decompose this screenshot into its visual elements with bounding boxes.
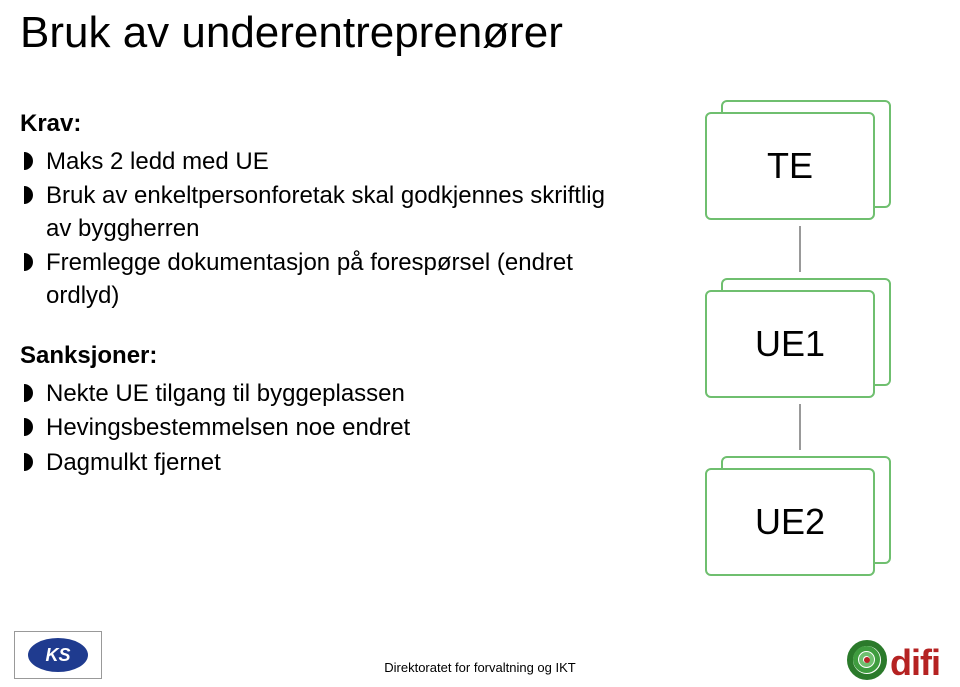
slide: Bruk av underentreprenører Krav: Maks 2 … bbox=[0, 0, 960, 687]
difi-text: difi bbox=[890, 645, 940, 681]
krav-label: Krav: bbox=[20, 110, 620, 138]
diagram-node-ue2: UE2 bbox=[705, 456, 895, 576]
diagram-node-te: TE bbox=[705, 100, 895, 220]
connector bbox=[799, 226, 801, 272]
krav-list: Maks 2 ledd med UE Bruk av enkeltpersonf… bbox=[20, 146, 620, 312]
list-item: Dagmulkt fjernet bbox=[20, 447, 620, 479]
list-item: Hevingsbestemmelsen noe endret bbox=[20, 412, 620, 444]
list-item: Nekte UE tilgang til byggeplassen bbox=[20, 378, 620, 410]
list-item: Fremlegge dokumentasjon på forespørsel (… bbox=[20, 247, 620, 312]
node-front: TE bbox=[705, 112, 875, 220]
node-label: UE1 bbox=[755, 323, 825, 365]
node-label: TE bbox=[767, 145, 813, 187]
node-front: UE2 bbox=[705, 468, 875, 576]
list-item: Bruk av enkeltpersonforetak skal godkjen… bbox=[20, 180, 620, 245]
hierarchy-diagram: TE UE1 UE2 bbox=[700, 100, 900, 570]
footer: KS Direktoratet for forvaltning og IKT d… bbox=[0, 629, 960, 687]
node-label: UE2 bbox=[755, 501, 825, 543]
sanksjoner-label: Sanksjoner: bbox=[20, 342, 620, 370]
node-front: UE1 bbox=[705, 290, 875, 398]
connector bbox=[799, 404, 801, 450]
slide-title: Bruk av underentreprenører bbox=[20, 8, 563, 58]
difi-icon bbox=[846, 639, 888, 681]
footer-text: Direktoratet for forvaltning og IKT bbox=[0, 660, 960, 675]
diagram-node-ue1: UE1 bbox=[705, 278, 895, 398]
content-left: Krav: Maks 2 ledd med UE Bruk av enkeltp… bbox=[20, 110, 620, 509]
dot-icon bbox=[864, 657, 870, 663]
difi-logo: difi bbox=[846, 633, 940, 681]
list-item: Maks 2 ledd med UE bbox=[20, 146, 620, 178]
sanksjoner-list: Nekte UE tilgang til byggeplassen Heving… bbox=[20, 378, 620, 479]
